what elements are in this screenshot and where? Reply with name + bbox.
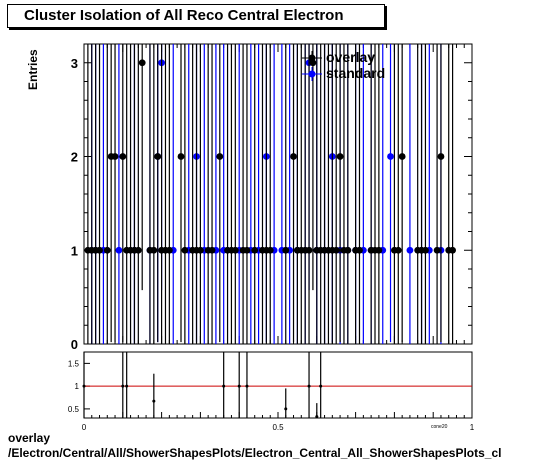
overlay-point: [150, 246, 158, 254]
overlay-point: [422, 246, 429, 254]
y-axis-label: Entries: [26, 49, 40, 90]
ratio-plot-area: [82, 352, 472, 419]
ratio-x-tick-label: 0: [82, 423, 87, 432]
main-y-tick-label: 3: [71, 56, 78, 71]
ratio-frame: [83, 351, 473, 419]
ratio-point: [152, 399, 156, 403]
ratio-point: [315, 415, 319, 419]
overlay-point: [375, 246, 383, 254]
overlay-point: [251, 246, 259, 254]
overlay-point: [208, 246, 216, 254]
ratio-y-tick-label: 1.5: [68, 359, 80, 368]
ratio-point: [245, 384, 249, 388]
overlay-point: [134, 246, 142, 254]
overlay-point: [332, 246, 340, 254]
ratio-point: [307, 384, 311, 388]
overlay-point: [216, 153, 224, 160]
overlay-point: [181, 246, 189, 254]
ratio-point: [222, 384, 226, 388]
overlay-point: [344, 246, 352, 254]
ratio-axis-ticks: 0.511.50 0.5 1: [68, 359, 475, 432]
footer-histogram-path: /Electron/Central/All/ShowerShapesPlots/…: [8, 446, 502, 460]
ratio-point: [125, 384, 129, 388]
overlay-point: [96, 246, 103, 254]
overlay-point: [266, 246, 274, 254]
overlay-point: [290, 153, 297, 160]
ratio-y-tick-label: 1: [75, 382, 80, 391]
ratio-x-tick-label: 1: [470, 423, 475, 432]
standard-point: [115, 246, 123, 254]
overlay-point: [433, 246, 441, 254]
ratio-point: [237, 384, 241, 388]
overlay-point: [231, 246, 239, 254]
ratio-point: [82, 384, 86, 388]
legend-overlay-label: overlay: [326, 49, 375, 65]
main-y-tick-label: 0: [71, 337, 78, 352]
ratio-point: [319, 384, 323, 388]
ratio-point: [121, 384, 125, 388]
overlay-point: [394, 246, 402, 254]
overlay-point: [437, 153, 445, 160]
overlay-point: [154, 153, 162, 160]
chart-title: Cluster Isolation of All Reco Central El…: [24, 7, 344, 24]
footer-sample-name: overlay: [8, 431, 51, 445]
ratio-x-axis-label: cone20: [431, 424, 448, 430]
overlay-point: [138, 59, 146, 67]
overlay-point: [111, 153, 119, 160]
overlay-point: [282, 246, 290, 254]
legend-standard-label: standard: [326, 65, 385, 81]
main-plot-area: [84, 44, 456, 344]
overlay-point: [119, 153, 127, 160]
overlay-point: [197, 246, 204, 254]
overlay-point: [398, 153, 406, 160]
overlay-point: [243, 246, 251, 254]
title-box: Cluster Isolation of All Reco Central El…: [7, 4, 385, 28]
overlay-point: [336, 153, 344, 160]
legend-overlay-marker: [308, 54, 316, 62]
overlay-point: [103, 246, 111, 254]
ratio-point: [284, 407, 288, 411]
main-y-tick-label: 2: [71, 150, 78, 165]
legend-standard-marker: [308, 70, 316, 78]
overlay-point: [165, 246, 173, 254]
ratio-y-tick-label: 0.5: [68, 405, 80, 414]
overlay-point: [305, 246, 313, 254]
legend: overlay standard: [302, 49, 385, 81]
overlay-point: [356, 246, 363, 254]
standard-point: [387, 153, 394, 160]
main-y-tick-label: 1: [71, 243, 78, 258]
overlay-point: [449, 246, 456, 254]
overlay-point: [177, 153, 185, 160]
standard-point: [406, 246, 414, 254]
ratio-x-tick-label: 0.5: [272, 423, 284, 432]
